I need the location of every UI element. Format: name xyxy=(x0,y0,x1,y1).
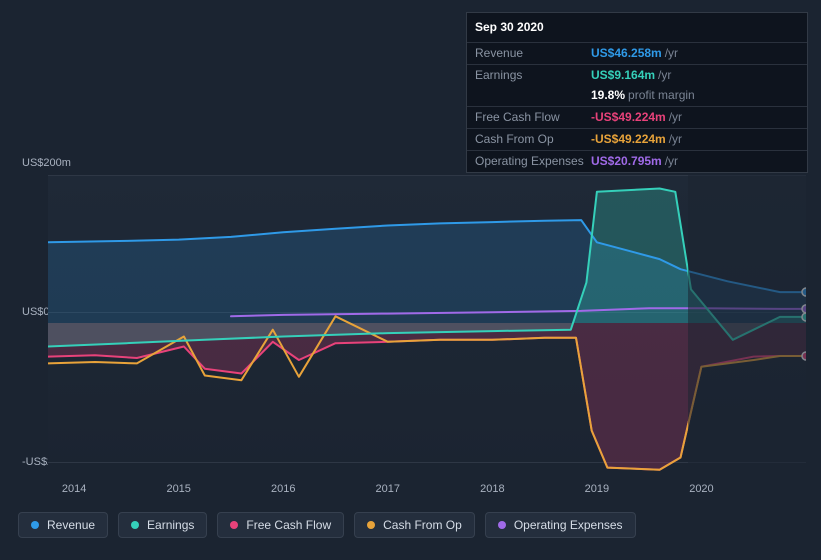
tooltip-row-label: Revenue xyxy=(475,45,591,62)
legend-item-fcf[interactable]: Free Cash Flow xyxy=(217,512,344,538)
legend-label: Revenue xyxy=(47,518,95,532)
hover-tooltip: Sep 30 2020 Revenue US$46.258m/yr Earnin… xyxy=(466,12,808,173)
tooltip-row-value: -US$49.224m xyxy=(591,132,666,146)
legend-item-revenue[interactable]: Revenue xyxy=(18,512,108,538)
forecast-shade xyxy=(688,175,806,471)
tooltip-row-value: US$9.164m xyxy=(591,68,655,82)
legend: Revenue Earnings Free Cash Flow Cash Fro… xyxy=(18,512,636,538)
x-axis-label: 2015 xyxy=(166,483,190,495)
legend-dot xyxy=(498,521,506,529)
tooltip-row-value: US$20.795m xyxy=(591,154,662,168)
x-axis-label: 2014 xyxy=(62,483,86,495)
tooltip-row-value: US$46.258m xyxy=(591,46,662,60)
x-axis-label: 2020 xyxy=(689,483,713,495)
tooltip-row-value: -US$49.224m xyxy=(591,110,666,124)
legend-item-earnings[interactable]: Earnings xyxy=(118,512,207,538)
legend-label: Operating Expenses xyxy=(514,518,623,532)
legend-dot xyxy=(131,521,139,529)
legend-label: Earnings xyxy=(147,518,194,532)
tooltip-row-label: Cash From Op xyxy=(475,131,591,148)
legend-dot xyxy=(367,521,375,529)
financials-chart: Sep 30 2020 Revenue US$46.258m/yr Earnin… xyxy=(0,0,821,560)
tooltip-row-label: Operating Expenses xyxy=(475,153,591,170)
legend-item-opex[interactable]: Operating Expenses xyxy=(485,512,636,538)
x-axis-label: 2016 xyxy=(271,483,295,495)
legend-dot xyxy=(230,521,238,529)
chart-plot[interactable] xyxy=(18,175,806,471)
y-axis-label: US$200m xyxy=(22,157,71,169)
legend-label: Free Cash Flow xyxy=(246,518,331,532)
x-axis-label: 2019 xyxy=(585,483,609,495)
tooltip-date: Sep 30 2020 xyxy=(467,13,807,42)
legend-item-cashop[interactable]: Cash From Op xyxy=(354,512,475,538)
x-axis-label: 2018 xyxy=(480,483,504,495)
tooltip-row-value: 19.8% xyxy=(591,88,625,102)
plot-background xyxy=(48,175,806,471)
legend-label: Cash From Op xyxy=(383,518,462,532)
x-axis-label: 2017 xyxy=(376,483,400,495)
tooltip-row-label: Free Cash Flow xyxy=(475,109,591,126)
tooltip-row-label: Earnings xyxy=(475,67,591,84)
legend-dot xyxy=(31,521,39,529)
